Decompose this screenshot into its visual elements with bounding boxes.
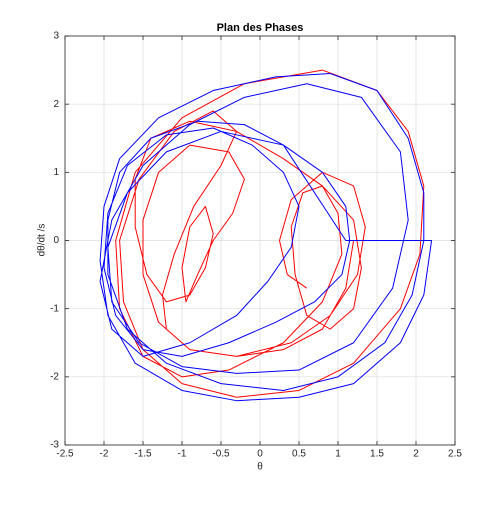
x-tick-label: 1.5 — [370, 449, 384, 460]
y-tick-label: 3 — [53, 31, 59, 42]
x-tick-label: 0.5 — [292, 449, 306, 460]
trajectory-line — [115, 69, 425, 398]
y-tick-label: 2 — [53, 99, 59, 110]
x-tick-label: 2.5 — [448, 449, 462, 460]
y-tick-label: -1 — [50, 303, 59, 314]
x-tick-label: -1.5 — [134, 449, 152, 460]
plot-area — [99, 69, 433, 402]
y-tick-label: 0 — [53, 235, 59, 246]
x-tick-label: -1 — [178, 449, 187, 460]
y-tick-label: -3 — [50, 440, 59, 451]
x-tick-label: -0.5 — [212, 449, 230, 460]
chart-title: Plan des Phases — [217, 22, 304, 34]
axes: -2.5 -2 -1.5 -1 -0.5 0 0.5 1 1.5 2 2.5 -3 -2 -1 0 1 2 3 — [50, 31, 462, 460]
y-tick-label: -2 — [50, 371, 59, 382]
y-tick-label: 1 — [53, 167, 59, 178]
x-tick-label: 0 — [257, 449, 263, 460]
y-axis-label: dθ/dt /s — [37, 224, 48, 257]
x-tick-label: 1 — [335, 449, 341, 460]
x-tick-label: -2 — [100, 449, 109, 460]
x-tick-label: 2 — [413, 449, 419, 460]
x-tick-label: -2.5 — [56, 449, 74, 460]
trajectory-line — [99, 72, 433, 402]
axes-box — [64, 35, 456, 446]
x-axis-label: θ — [257, 462, 263, 473]
